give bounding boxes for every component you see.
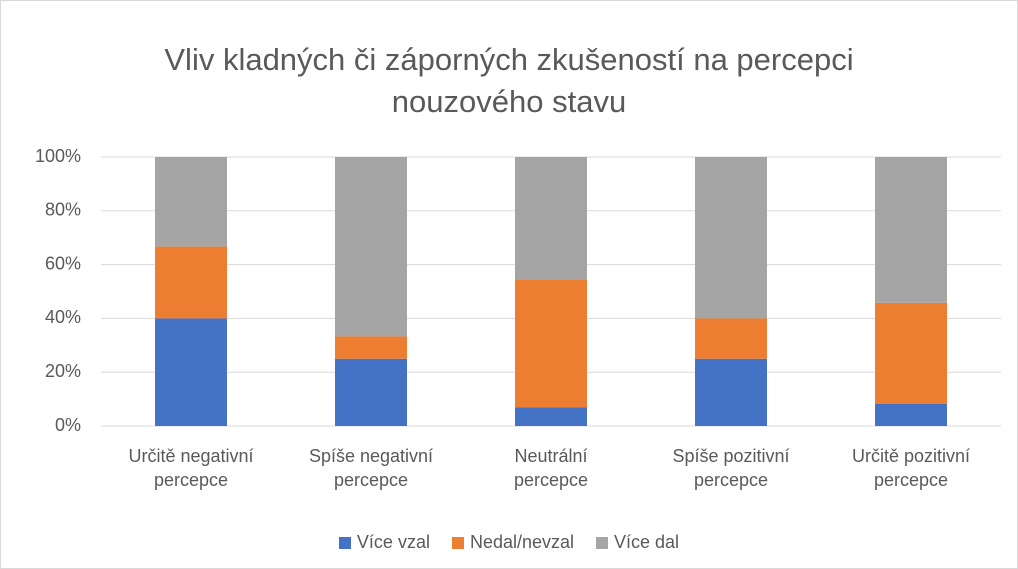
y-tick-label: 20% [45,361,81,381]
legend-item: Více dal [596,532,679,553]
legend-item: Nedal/nevzal [451,532,575,553]
bar-segment [695,157,767,319]
legend-swatch [596,536,609,549]
bar-segment [695,318,767,359]
x-tick-label: Určitě pozitivní percepce [851,446,971,490]
y-tick-label: 80% [45,200,81,220]
x-tick-label: Spíše pozitivní percepce [672,446,790,490]
legend-swatch [451,536,464,549]
bar-segment [515,157,587,280]
y-tick-label: 100% [35,146,81,166]
bar-segment [515,407,587,426]
y-tick-label: 60% [45,253,81,273]
legend-swatch [338,536,351,549]
bar-segment [155,318,227,426]
bar-segment [335,358,407,426]
legend-label: Více dal [614,532,680,552]
bar-segment [515,279,587,408]
bar-segment [875,157,947,303]
bar-segment [875,302,947,404]
legend-label: Nedal/nevzal [469,532,575,552]
bar-segment [155,246,227,319]
x-tick-label: Neutrální percepce [513,446,589,490]
x-tick-label: Určitě negativní percepce [128,446,254,490]
bar-segment [335,157,407,337]
bar-segment [335,336,407,359]
y-tick-label: 40% [45,307,81,327]
chart-title: Vliv kladných či záporných zkušeností na… [164,42,854,119]
legend-item: Více vzal [338,532,430,553]
x-tick-label: Spíše negativní percepce [308,446,434,490]
bar-segment [155,157,227,247]
legend-label: Více vzal [356,532,430,552]
bar-segment [875,403,947,426]
y-tick-label: 0% [55,415,81,435]
bar-segment [695,358,767,426]
legend: Více vzal Nedal/nevzal Více dal [1,532,1017,553]
